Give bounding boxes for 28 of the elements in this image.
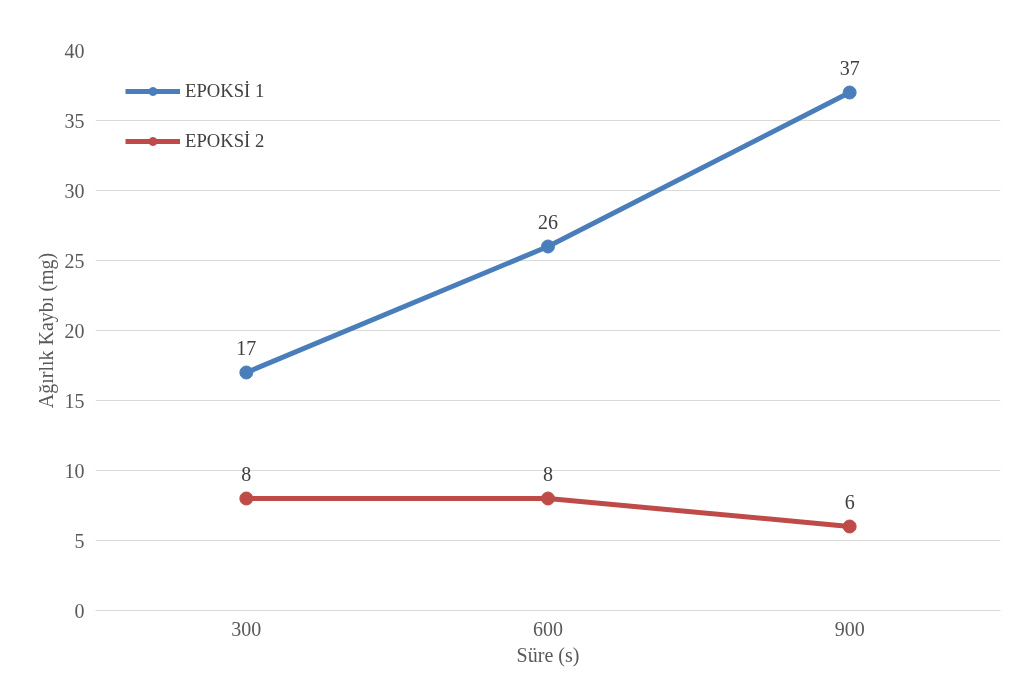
data-label: 6 bbox=[844, 490, 855, 513]
data-label: 26 bbox=[538, 210, 558, 233]
x-tick-label: 900 bbox=[834, 617, 865, 640]
y-tick-label: 15 bbox=[64, 389, 85, 412]
x-tick-label: 300 bbox=[231, 617, 262, 640]
x-tick-label: 600 bbox=[533, 617, 563, 640]
point bbox=[239, 491, 254, 506]
y-tick-label: 10 bbox=[64, 459, 85, 482]
legend-label: EPOKSİ 1 bbox=[185, 80, 265, 102]
point bbox=[541, 239, 555, 254]
y-tick-label: 40 bbox=[64, 39, 85, 62]
data-label: 37 bbox=[839, 56, 860, 79]
data-label: 17 bbox=[236, 336, 257, 359]
data-label: 8 bbox=[543, 462, 553, 485]
y-tick-label: 30 bbox=[64, 179, 85, 202]
point bbox=[842, 519, 857, 534]
y-tick-label: 5 bbox=[74, 529, 85, 552]
point bbox=[842, 85, 857, 100]
point bbox=[541, 491, 555, 506]
y-axis-title: Ağırlık Kaybı (mg) bbox=[34, 252, 58, 409]
legend-label: EPOKSİ 2 bbox=[185, 130, 265, 152]
y-tick-label: 0 bbox=[74, 599, 85, 622]
y-tick-label: 35 bbox=[64, 109, 85, 132]
y-tick-label: 25 bbox=[64, 249, 85, 272]
y-tick-label: 20 bbox=[64, 319, 85, 342]
x-axis-title: Süre (s) bbox=[516, 643, 580, 667]
point bbox=[239, 365, 254, 380]
data-label: 8 bbox=[241, 462, 252, 485]
